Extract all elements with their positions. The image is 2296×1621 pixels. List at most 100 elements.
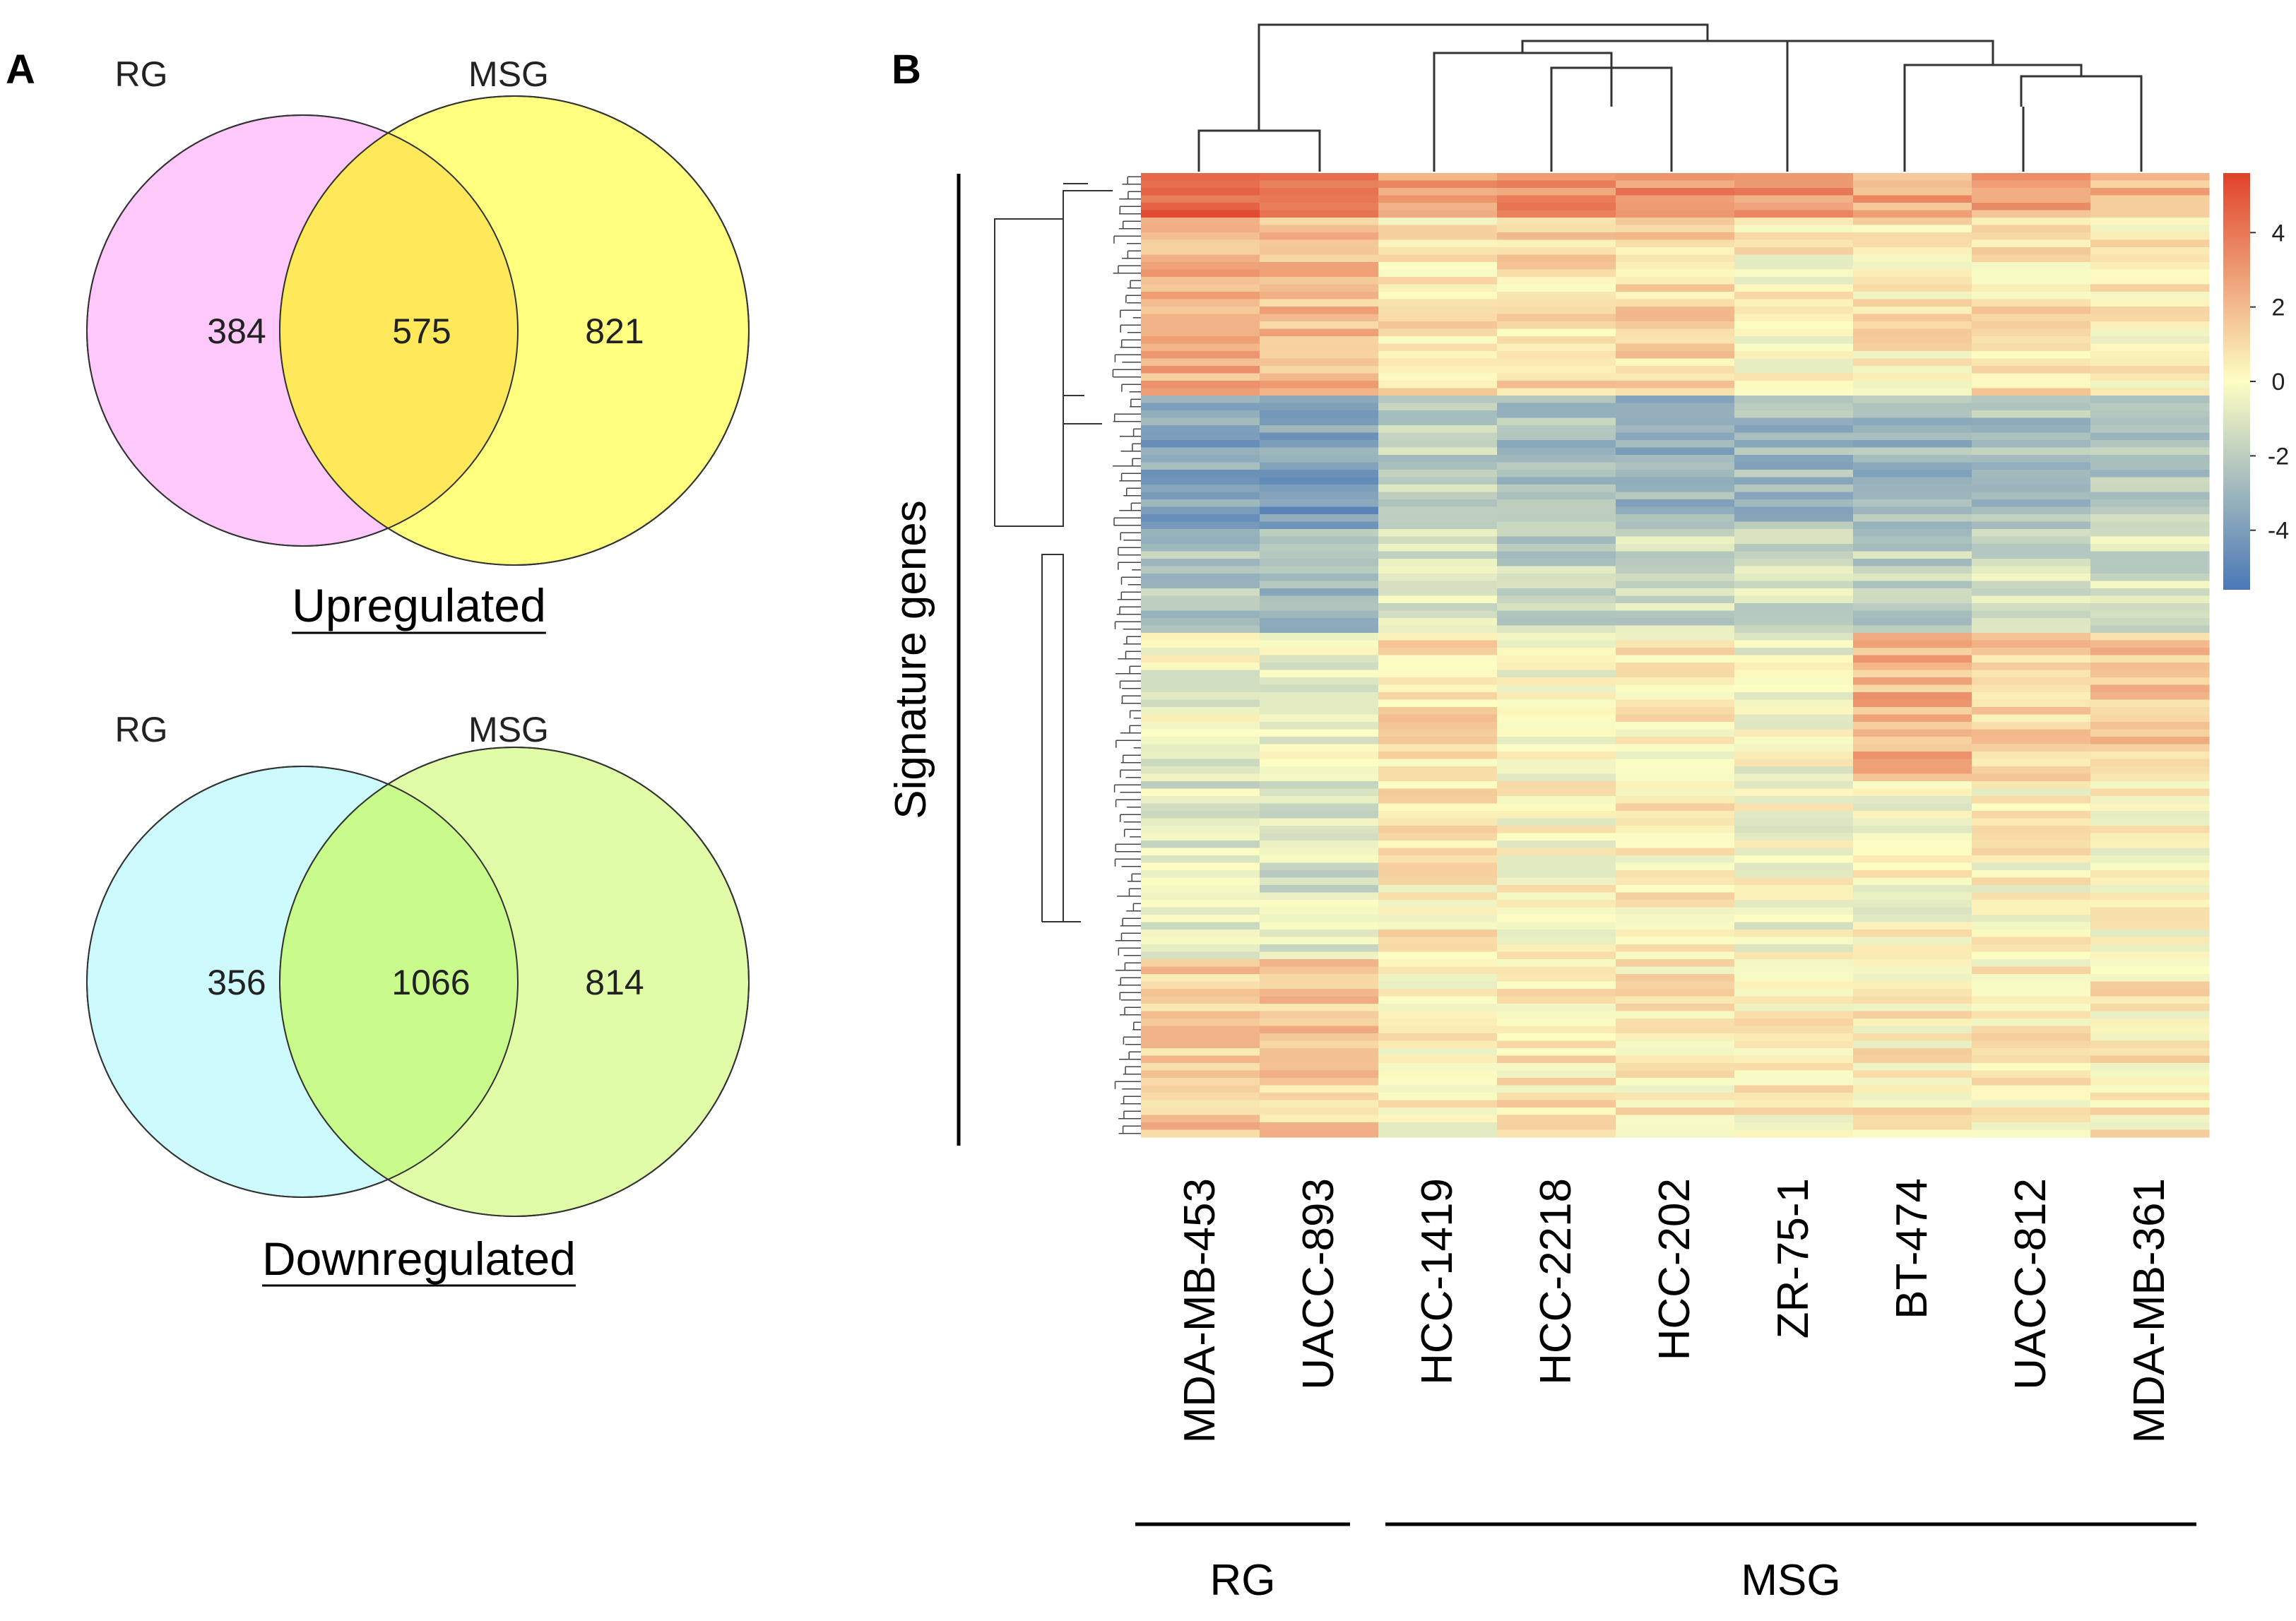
heatmap-cell [1378, 833, 1498, 841]
heatmap-cell [1734, 343, 1854, 352]
heatmap-cell [1378, 262, 1498, 271]
heatmap-cell [1260, 966, 1379, 975]
heatmap-cell [1853, 1026, 1972, 1034]
heatmap-cell [1141, 610, 1260, 619]
heatmap-cell [2090, 692, 2210, 701]
heatmap-cell [1616, 1055, 1735, 1064]
heatmap-cell [1378, 499, 1498, 508]
heatmap-cell [1616, 714, 1735, 723]
heatmap-cell [2090, 737, 2210, 745]
heatmap-cell [1972, 677, 2091, 686]
heatmap-cell [1378, 670, 1498, 678]
heatmap-cell [1260, 514, 1379, 523]
heatmap-cell [1497, 670, 1616, 678]
heatmap-cell [1260, 477, 1379, 485]
heatmap-cell [1972, 610, 2091, 619]
heatmap-cell [1141, 803, 1260, 812]
heatmap-cell [1260, 1115, 1379, 1123]
heatmap-cell [1260, 388, 1379, 396]
heatmap-cell [1616, 417, 1735, 426]
heatmap-cell [1497, 989, 1616, 997]
heatmap-cell [1734, 1108, 1854, 1116]
heatmap-cell [1378, 848, 1498, 856]
heatmap-cell [1497, 618, 1616, 627]
heatmap-cell [2090, 254, 2210, 263]
heatmap-cell [1260, 551, 1379, 559]
heatmap-cell [1853, 425, 1972, 434]
heatmap-cell [1853, 232, 1972, 241]
heatmap-cell [1378, 930, 1498, 938]
heatmap-cell [1616, 188, 1735, 196]
heatmap-cell [1141, 195, 1260, 203]
heatmap-cell [1260, 796, 1379, 804]
heatmap-cell [1378, 1040, 1498, 1049]
heatmap-cell [1853, 663, 1972, 671]
group-brackets: RG MSG [1135, 1522, 2196, 1605]
heatmap-cell [1141, 284, 1260, 292]
heatmap-cell [2090, 610, 2210, 619]
heatmap-cell [1853, 670, 1972, 678]
heatmap-cell [1853, 744, 1972, 752]
column-label: HCC-202 [1650, 1178, 1699, 1360]
heatmap-cell [1378, 640, 1498, 648]
heatmap-cell [2090, 492, 2210, 500]
heatmap-cell [1141, 773, 1260, 782]
heatmap-cell [1497, 410, 1616, 419]
heatmap-cell [1616, 699, 1735, 708]
heatmap-cell [1734, 440, 1854, 449]
heatmap-cell [1378, 759, 1498, 767]
heatmap-cell [1378, 343, 1498, 352]
heatmap-cell [1141, 766, 1260, 775]
heatmap-cell [1378, 981, 1498, 990]
heatmap-cell [1497, 210, 1616, 218]
heatmap-cell [1734, 951, 1854, 960]
heatmap-cell [1141, 959, 1260, 968]
heatmap-cell [1616, 900, 1735, 908]
heatmap-cell [1497, 521, 1616, 530]
heatmap-cell [1616, 269, 1735, 278]
column-label: UACC-812 [2006, 1178, 2055, 1390]
heatmap-cell [1260, 930, 1379, 938]
heatmap-cell [1734, 521, 1854, 530]
heatmap-cell [1141, 1026, 1260, 1034]
heatmap-cell [1260, 232, 1379, 241]
heatmap-cell [1260, 729, 1379, 737]
heatmap-cell [1734, 1129, 1854, 1138]
heatmap-cell [1141, 544, 1260, 552]
heatmap-cell [2090, 729, 2210, 737]
heatmap-cell [1616, 1019, 1735, 1027]
heatmap-cell [1260, 959, 1379, 968]
heatmap-cell [1141, 277, 1260, 285]
heatmap-cell [2090, 870, 2210, 879]
heatmap-cell [1497, 1070, 1616, 1079]
heatmap-cell [1734, 803, 1854, 812]
heatmap-cell [1378, 618, 1498, 627]
heatmap-cell [2090, 1048, 2210, 1057]
heatmap-cell [1497, 343, 1616, 352]
heatmap-cell [1497, 877, 1616, 886]
colorbar [2223, 173, 2250, 590]
heatmap-cell [1497, 351, 1616, 360]
heatmap-cell [2090, 328, 2210, 337]
heatmap-cell [1853, 195, 1972, 203]
panel-a-label: A [6, 47, 35, 93]
heatmap-cell [2090, 907, 2210, 915]
heatmap-cell [1853, 974, 1972, 982]
heatmap-cell [1972, 722, 2091, 730]
heatmap-cell [1260, 403, 1379, 411]
heatmap-cell [1141, 707, 1260, 716]
heatmap-cell [1616, 559, 1735, 567]
heatmap-cell [1972, 396, 2091, 404]
heatmap-cell [1378, 648, 1498, 656]
heatmap-cell [1972, 239, 2091, 248]
heatmap-cell [1972, 1129, 2091, 1138]
heatmap-cell [1734, 455, 1854, 463]
heatmap-cell [1972, 1108, 2091, 1116]
heatmap-cell [1260, 307, 1379, 315]
heatmap-cell [1853, 937, 1972, 945]
heatmap-cell [1972, 1115, 2091, 1123]
heatmap-cell [1853, 1033, 1972, 1042]
heatmap-cell [1972, 729, 2091, 737]
heatmap-cell [1734, 581, 1854, 589]
heatmap-cell [1616, 514, 1735, 523]
